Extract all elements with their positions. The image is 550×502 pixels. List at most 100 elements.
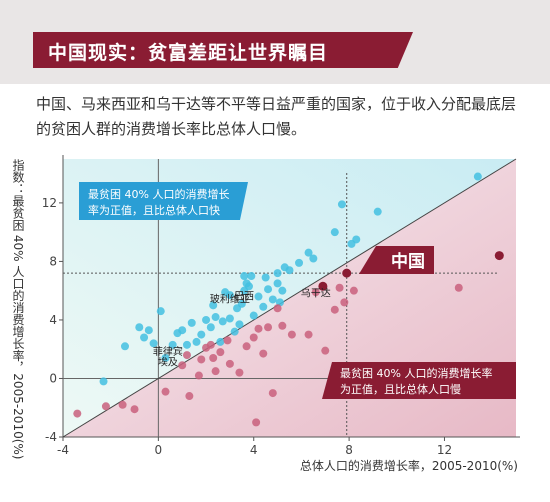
y-tick-label: 4 (49, 313, 57, 327)
data-point (209, 353, 218, 362)
data-point (273, 279, 282, 288)
data-point (185, 392, 194, 401)
data-point (120, 342, 129, 351)
data-point (130, 405, 139, 414)
data-point (304, 330, 313, 339)
data-point (247, 272, 256, 281)
data-point (285, 266, 294, 275)
country-label: 菲律宾 (153, 345, 183, 358)
data-point (187, 318, 196, 327)
data-point (318, 281, 328, 291)
data-point (237, 299, 246, 308)
data-point (182, 351, 191, 360)
data-point (254, 324, 263, 333)
x-tick-label: 4 (250, 443, 258, 457)
data-point (342, 268, 352, 278)
data-point (216, 337, 225, 346)
data-point (259, 302, 268, 311)
data-point (249, 311, 258, 320)
china-callout-box (359, 246, 434, 274)
data-point (252, 418, 261, 427)
data-point (206, 340, 215, 349)
data-point (118, 400, 127, 409)
data-point (197, 330, 206, 339)
data-point (235, 320, 244, 329)
data-point (278, 321, 287, 330)
data-point (268, 295, 277, 304)
x-tick-label: -4 (57, 443, 69, 457)
x-tick-label: 12 (437, 443, 452, 457)
data-point (264, 323, 273, 332)
page-subtitle: 中国、马来西亚和乌干达等不平等日益严重的国家，位于收入分配最底层的贫困人群的消费… (36, 95, 517, 138)
y-axis-label: 指数：最贫困 40% 人口的消费增长率，2005-2010(%) (11, 159, 25, 460)
data-point (223, 336, 232, 345)
data-point (194, 371, 203, 380)
lower-annotation-line: 最贫困 40% 人口的消费增长率 (340, 366, 492, 380)
data-point (211, 367, 220, 376)
data-point (149, 339, 158, 348)
data-point (249, 333, 258, 342)
data-point (273, 304, 282, 313)
data-point (225, 314, 234, 323)
equality-line (62, 158, 517, 438)
data-point (197, 355, 206, 364)
page-title: 中国现实：贫富差距让世界瞩目 (48, 42, 329, 64)
data-point (311, 288, 320, 297)
data-point (304, 248, 313, 257)
x-tick-label: 8 (345, 443, 353, 457)
data-point (99, 377, 108, 386)
upper-annotation-line: 最贫困 40% 人口的消费增长 (88, 187, 229, 201)
data-point (330, 228, 339, 237)
data-point (240, 272, 249, 281)
data-point (335, 283, 344, 292)
country-label: 巴西 (234, 290, 254, 302)
y-tick-label: 8 (49, 254, 57, 268)
country-label: 埃及 (158, 355, 178, 368)
title-ribbon (33, 32, 413, 68)
data-point (273, 269, 282, 278)
data-point (287, 330, 296, 339)
x-tick-label: 0 (155, 443, 163, 457)
data-point (278, 286, 287, 295)
data-point (161, 353, 170, 362)
data-point (140, 333, 149, 342)
lower-annotation-box (322, 362, 516, 399)
data-point (206, 323, 215, 332)
data-point (330, 305, 339, 314)
data-point (101, 402, 110, 411)
lower-annotation-line: 为正值，且比总体人口慢 (340, 382, 461, 396)
data-point (161, 387, 170, 396)
data-point (218, 317, 227, 326)
data-point (373, 207, 382, 216)
data-point (295, 258, 304, 267)
data-point (347, 239, 356, 248)
upper-annotation-box (79, 182, 248, 220)
china-callout-label: 中国 (391, 251, 425, 272)
data-point (202, 315, 211, 324)
data-point (225, 359, 234, 368)
y-tick-label: 0 (49, 371, 57, 385)
data-point (244, 282, 253, 291)
data-point (182, 340, 191, 349)
data-point (192, 337, 201, 346)
data-point (309, 254, 318, 263)
data-point (73, 409, 82, 418)
data-point (340, 298, 349, 307)
data-point (144, 326, 153, 335)
data-point (178, 361, 187, 370)
upper-annotation-line: 率为正值，且比总体人口快 (88, 203, 220, 217)
data-point (242, 342, 251, 351)
data-point (349, 286, 358, 295)
data-point (321, 346, 330, 355)
data-point (454, 283, 463, 292)
data-point (337, 200, 346, 209)
data-point (178, 326, 187, 335)
data-point (261, 273, 270, 282)
data-point (235, 368, 244, 377)
data-point (494, 251, 504, 261)
data-point (254, 292, 263, 301)
data-point (209, 301, 218, 310)
y-tick-label: -4 (45, 430, 57, 444)
data-point (168, 340, 177, 349)
